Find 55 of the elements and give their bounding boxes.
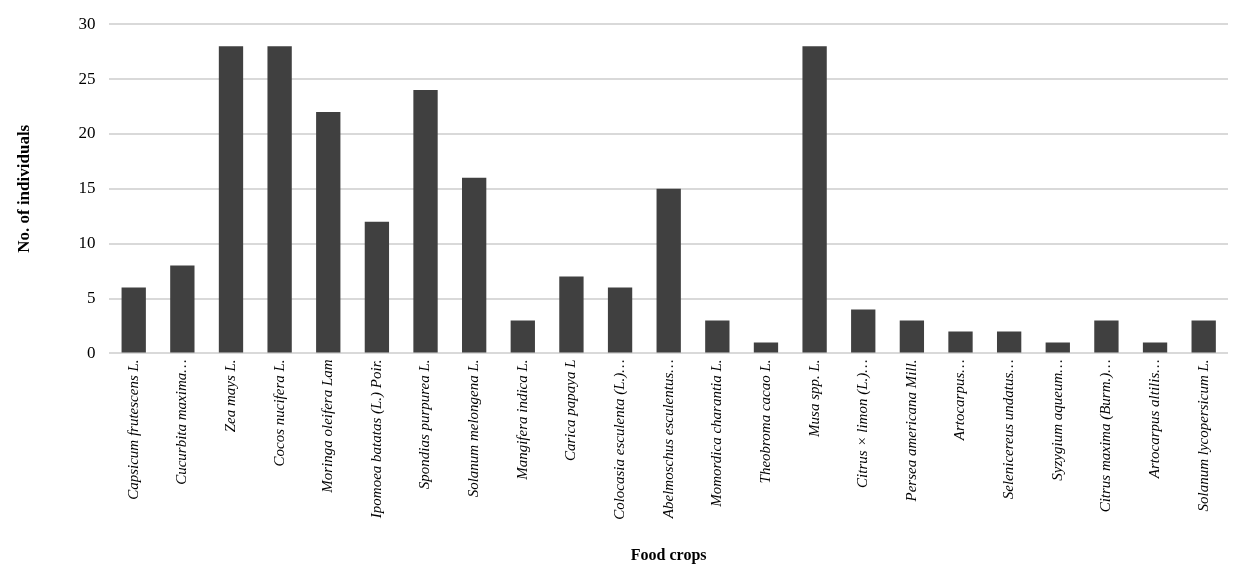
x-tick-label: Zea mays L. [221,359,238,433]
x-tick-label: Musa spp. L. [805,359,822,438]
bar [753,342,779,353]
bar [899,320,925,353]
x-tick-label: Syzygium aqueum… [1048,359,1065,481]
bar [1094,320,1119,353]
x-tick-label: Theobroma cacao L. [756,359,773,484]
bar [364,221,390,353]
y-tick-label: 0 [86,342,96,362]
y-tick-label: 5 [86,288,96,307]
x-tick-label: Citrus maxima (Burm.)… [1097,359,1115,513]
x-tick-label: Colocasia esculenta (L.)… [611,359,628,520]
bar [1191,320,1216,353]
x-tick-label: Artocarpus altilis… [1145,359,1162,480]
x-tick-label: Selenicereus undatus… [1000,359,1017,500]
bar [607,287,633,353]
x-tick-label: Moringa oleifera Lam [319,359,336,494]
bar [656,188,681,353]
y-tick-label: 25 [78,68,96,88]
x-tick-label: Abelmoschus esculentus… [659,359,676,520]
bar [218,46,244,353]
bar [1045,342,1070,353]
y-axis-title: No. of individuals [13,124,33,253]
bar [510,320,535,353]
x-tick-label: Artocarpus… [951,359,968,442]
x-axis-title: Food crops [630,545,707,564]
x-tick-label: Carica papaya L [562,359,579,462]
y-tick-label: 20 [78,123,96,143]
bar [413,90,438,353]
x-tick-label: Persea americana Mill. [902,359,919,503]
bar [462,177,487,353]
bar [996,331,1022,353]
y-tick-label: 10 [78,233,96,253]
bar [170,265,195,353]
bar [121,287,146,353]
x-tick-label: Ipomoea batatas (L.) Poir. [367,359,385,520]
x-tick-label: Momordica charantia L. [708,359,725,508]
bar [851,309,876,353]
x-tick-label: Solanum melongena L. [465,359,482,498]
bar [267,46,292,353]
bar [559,276,584,353]
x-tick-label: Cucurbita maxima… [173,359,190,485]
x-tick-label: Cocos nucifera L. [270,359,287,467]
x-tick-label: Capsicum frutescens L. [124,359,141,500]
bar [948,331,973,353]
x-tick-label: Mangifera indica L. [513,359,530,481]
x-tick-label: Spondias purpurea L. [416,359,433,490]
y-tick-label: 30 [78,13,96,33]
x-tick-label: Citrus × limon (L.)… [854,359,872,488]
bar [1142,342,1168,353]
x-tick-label: Solanum lycopersicum L. [1194,359,1211,512]
bar [802,46,827,353]
bar [316,111,341,353]
y-tick-label: 15 [78,178,96,198]
bar [705,320,730,353]
